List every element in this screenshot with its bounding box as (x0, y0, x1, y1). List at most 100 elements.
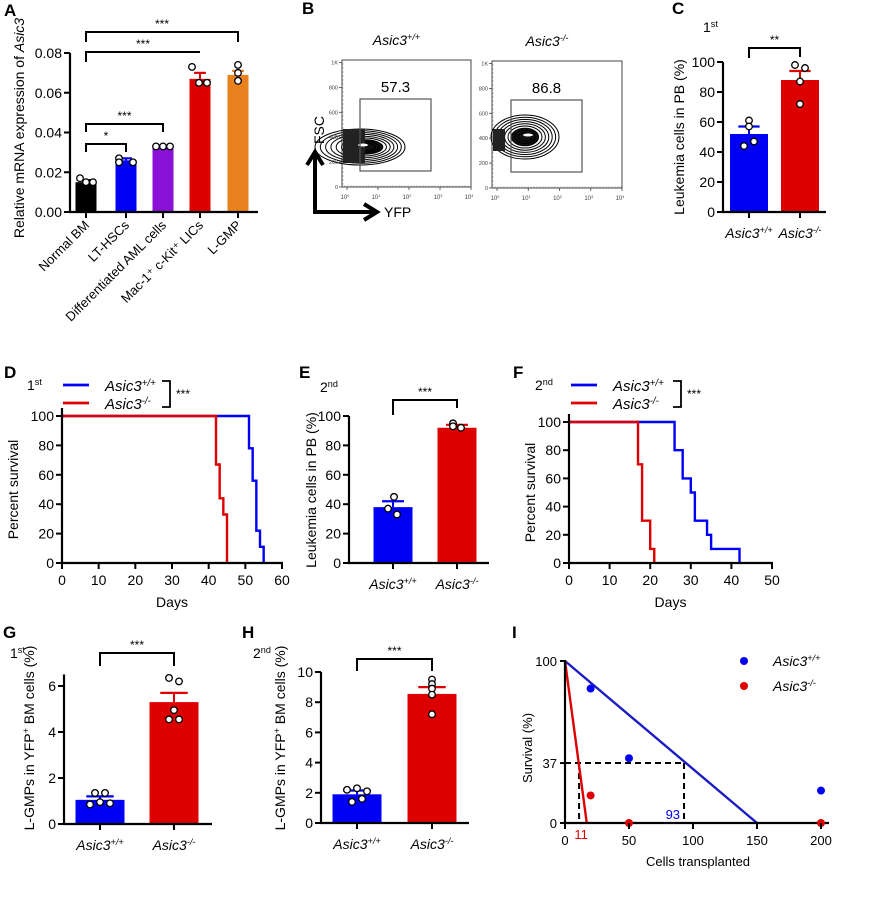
y-tick-label: 400 (329, 135, 338, 141)
significance-label: *** (176, 387, 190, 401)
text-part: 10 (372, 195, 379, 201)
legend-label: Asic3-/- (104, 396, 152, 414)
data-point (234, 76, 242, 85)
y-axis-label: Percent survival (5, 440, 21, 540)
transplant-round-label: 1st (27, 377, 42, 393)
significance-label: *** (418, 385, 432, 399)
contour-center (523, 133, 533, 137)
text-part: 10 (465, 195, 472, 201)
superscript: +/+ (404, 576, 417, 586)
y-tick-label: 100 (535, 654, 557, 669)
flow-plot-frame (341, 59, 472, 188)
gate (359, 98, 432, 172)
data-point (195, 78, 203, 87)
flow-plot-title: Asic3+/+ (372, 32, 420, 48)
y-tick-label: 80 (545, 442, 561, 458)
data-point (625, 754, 633, 763)
bar-1 (115, 160, 137, 212)
text-part: Asic3 (435, 576, 470, 592)
text-part: Asic3 (525, 33, 560, 49)
text-part: Asic3 (372, 32, 407, 48)
bar-0 (332, 794, 382, 823)
superscript: +/+ (760, 225, 773, 235)
category-label: Asic3-/- (410, 836, 454, 852)
data-point (203, 78, 211, 87)
y-tick-label: 8 (305, 694, 313, 710)
category-label: Asic3+/+ (368, 576, 416, 592)
gate-percentage: 86.8 (532, 80, 561, 97)
data-point (363, 787, 371, 796)
y-tick-label: 80 (38, 437, 54, 453)
superscript: nd (261, 645, 271, 655)
significance-bracket (673, 380, 682, 408)
text-part: 2 (535, 377, 543, 393)
text-part: Asic3 (104, 378, 142, 395)
text-part: Asic3 (410, 836, 445, 852)
text-part: Asic3 (772, 653, 807, 669)
data-point (166, 142, 174, 151)
superscript: -/- (187, 837, 196, 847)
text-part: Asic3 (778, 225, 813, 241)
y-tick-label: 10 (297, 664, 313, 680)
data-point (91, 789, 99, 797)
data-point (457, 423, 465, 432)
y-tick-label: 600 (329, 110, 338, 116)
x-axis-label: Days (156, 594, 188, 610)
x-tick-label: 102 (403, 193, 412, 202)
x-tick-label: 50 (622, 833, 636, 848)
superscript: + (272, 728, 282, 733)
superscript: +/+ (111, 837, 124, 847)
superscript: 1 (529, 194, 531, 199)
superscript: +/+ (142, 378, 156, 389)
y-tick-label: 0 (48, 816, 56, 832)
y-axis-label: Relative mRNA expression of Asic3 (11, 18, 27, 238)
y-tick-label: 0.02 (35, 164, 62, 180)
fsc-arrow-icon (305, 148, 325, 212)
text-part: 10 (434, 195, 441, 201)
y-tick-label: 20 (699, 174, 715, 190)
text-part: 1 (703, 19, 711, 35)
text-part: 2 (320, 379, 328, 395)
x-tick-label: 20 (128, 572, 144, 588)
data-point (428, 710, 436, 719)
data-point (170, 706, 178, 715)
contour-line (490, 114, 560, 160)
superscript: -/- (142, 396, 152, 407)
category-label: Asic3-/- (778, 225, 822, 241)
significance-bracket (356, 658, 433, 671)
data-point (791, 61, 799, 69)
x-tick-label: 101 (372, 193, 381, 202)
cells-at-37-label: 93 (666, 807, 680, 822)
transplant-round-label: 2nd (253, 645, 271, 661)
significance-label: *** (387, 644, 401, 658)
survival-curve-0 (569, 420, 741, 563)
significance-label: *** (136, 37, 150, 51)
significance-bracket (748, 47, 801, 58)
text-part: Asic3 (772, 678, 807, 694)
superscript: 4 (622, 194, 625, 199)
data-point (165, 715, 173, 724)
survival-curve-1 (569, 420, 656, 563)
x-tick-label: 60 (274, 572, 290, 588)
text-part: 2 (253, 645, 261, 661)
panel-letter-I: I (512, 623, 517, 642)
significance-bracket (99, 652, 175, 666)
significance-bracket (85, 51, 200, 62)
panel-letter-E: E (299, 363, 310, 382)
y-tick-label: 2 (48, 770, 56, 786)
text-part: 1 (10, 645, 18, 661)
category-label: Asic3-/- (152, 837, 196, 853)
y-tick-label: 60 (38, 467, 54, 483)
superscript: -/- (807, 678, 816, 688)
bar-0 (373, 507, 413, 563)
superscript: -/- (445, 836, 454, 846)
fit-line-0 (564, 660, 758, 824)
legend-label: Asic3+/+ (772, 653, 820, 669)
x-tick-label: 200 (810, 833, 832, 848)
superscript: +/+ (407, 32, 420, 42)
superscript: -/- (470, 576, 479, 586)
significance-bracket (162, 380, 171, 408)
category-label: Asic3+/+ (75, 837, 123, 853)
data-point (449, 422, 457, 431)
y-tick-label: 400 (479, 136, 488, 142)
